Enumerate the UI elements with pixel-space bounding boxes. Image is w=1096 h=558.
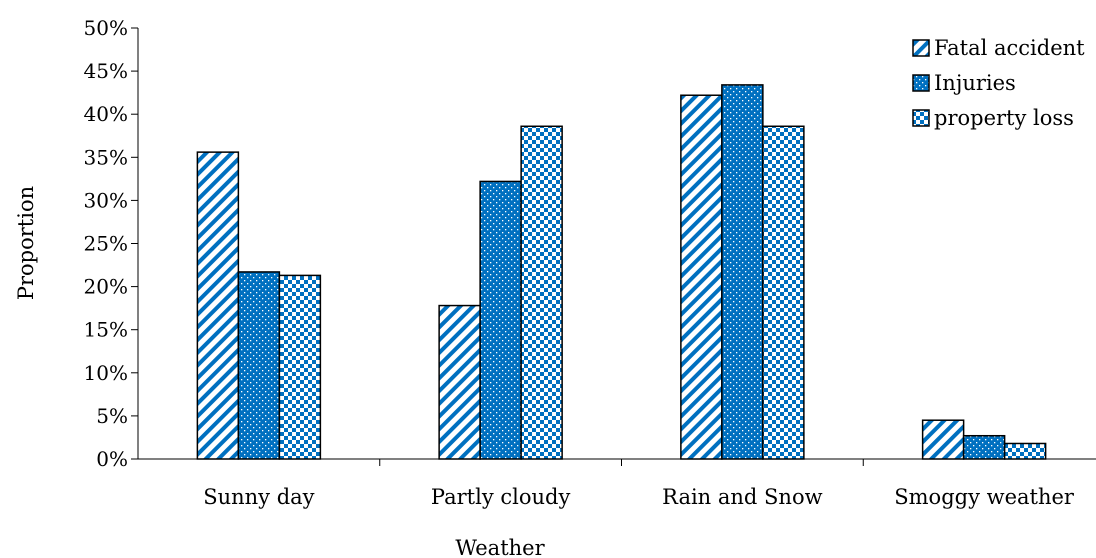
bar-injuries-0 [237, 271, 281, 460]
legend-label: property loss [934, 106, 1074, 130]
bars [196, 84, 1047, 460]
y-axis-ticks: 0% 5% 10% 15% 20% 25% 30% 35% 40% 45% 50% [84, 16, 138, 471]
bar-property-loss-1 [520, 125, 563, 460]
bar-fatal-accident-3 [921, 419, 965, 460]
bar-fatal-accident-0 [196, 151, 240, 460]
x-category-label: Sunny day [203, 485, 314, 509]
y-tick-label: 50% [84, 16, 128, 40]
x-axis-labels: Sunny day Partly cloudy Rain and Snow Smogg… [203, 485, 1075, 509]
y-tick-label: 45% [84, 59, 128, 83]
y-tick-label: 25% [84, 232, 128, 256]
bar-fatal-accident-2 [680, 94, 723, 460]
bar-property-loss-2 [762, 125, 805, 460]
legend-swatch-property-loss [912, 109, 930, 127]
x-category-label: Partly cloudy [431, 485, 571, 509]
y-tick-label: 40% [84, 102, 128, 126]
y-tick-label: 30% [84, 188, 128, 212]
legend-swatch-injuries [912, 74, 930, 92]
legend: Fatal accident Injuries property loss [912, 36, 1085, 130]
bar-property-loss-3 [1003, 442, 1047, 460]
bar-property-loss-0 [278, 274, 322, 460]
x-category-label: Smoggy weather [894, 485, 1075, 509]
y-tick-label: 20% [84, 275, 128, 299]
bar-injuries-3 [962, 434, 1006, 460]
y-tick-label: 0% [96, 447, 128, 471]
y-tick-label: 15% [84, 318, 128, 342]
bar-fatal-accident-1 [438, 304, 481, 460]
bar-injuries-2 [721, 84, 764, 460]
x-category-label: Rain and Snow [662, 485, 822, 509]
axes [137, 28, 1096, 466]
bar-injuries-1 [479, 180, 522, 460]
legend-label: Injuries [934, 71, 1016, 95]
x-axis-title: Weather [455, 536, 545, 558]
legend-label: Fatal accident [934, 36, 1085, 60]
y-tick-label: 35% [84, 145, 128, 169]
legend-swatch-fatal-accident [912, 39, 930, 57]
y-axis-title: Proportion [14, 186, 38, 300]
y-tick-label: 5% [96, 404, 128, 428]
y-tick-label: 10% [84, 361, 128, 385]
